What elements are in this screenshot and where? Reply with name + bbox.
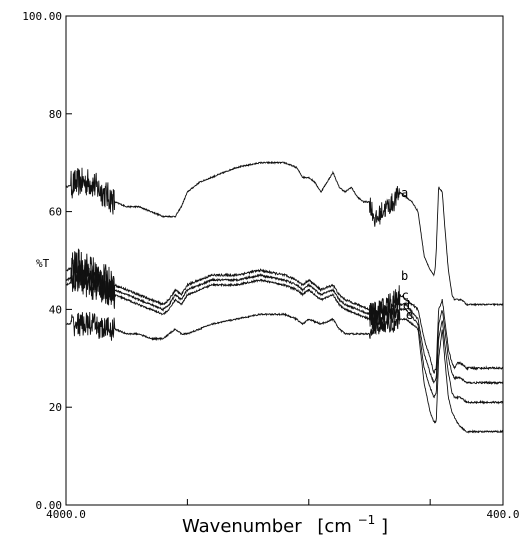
curve-label-a: a bbox=[401, 186, 408, 200]
x-tick-label: 4000.0 bbox=[46, 508, 86, 521]
x-axis-title: Wavenumber [cm −1 ] bbox=[182, 508, 388, 537]
series-line-d bbox=[66, 266, 504, 405]
y-axis-ticks: 100.00 80 60 40 20 0.00 bbox=[22, 10, 72, 512]
curve-label-d: d bbox=[403, 298, 410, 312]
series-layer bbox=[65, 160, 504, 434]
x-axis-ticks: 4000.0 400.0 bbox=[46, 499, 520, 521]
series-line-e bbox=[65, 311, 504, 434]
y-tick-label: 20 bbox=[49, 401, 62, 414]
y-axis-title: %T bbox=[36, 257, 50, 270]
series-line-a bbox=[65, 160, 504, 307]
y-tick-label: 40 bbox=[49, 303, 62, 316]
y-tick-label: 60 bbox=[49, 206, 62, 219]
plot-frame bbox=[65, 15, 504, 506]
y-tick-label: 80 bbox=[49, 108, 62, 121]
curve-label-e: e bbox=[406, 308, 413, 322]
series-line-b bbox=[65, 248, 504, 374]
y-tick-label: 0.00 bbox=[36, 499, 63, 512]
series-line-c bbox=[65, 261, 504, 386]
x-axis-unit-sup: −1 bbox=[358, 513, 376, 527]
y-tick-label: 100.00 bbox=[22, 10, 62, 23]
x-axis-unit-close: ] bbox=[381, 516, 388, 537]
curve-label-c: c bbox=[402, 289, 409, 303]
x-tick-label: 400.0 bbox=[486, 508, 519, 521]
x-axis-title-main: Wavenumber bbox=[182, 516, 302, 537]
curve-label-b: b bbox=[401, 269, 408, 283]
x-axis-unit: [cm bbox=[317, 516, 351, 537]
